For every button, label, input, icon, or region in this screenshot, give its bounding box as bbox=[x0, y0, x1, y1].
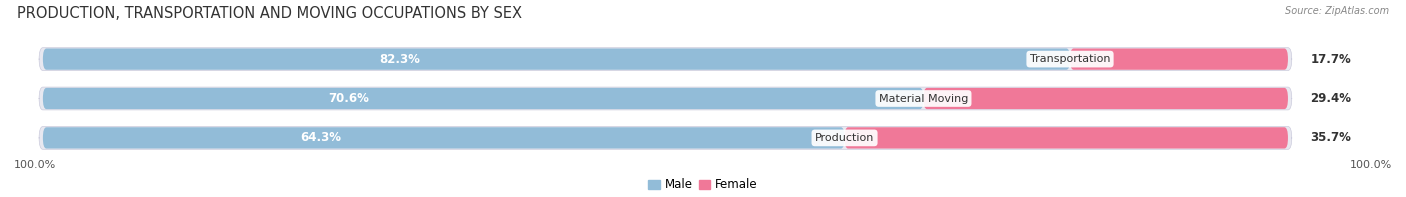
Text: Source: ZipAtlas.com: Source: ZipAtlas.com bbox=[1285, 6, 1389, 16]
Text: 17.7%: 17.7% bbox=[1310, 53, 1351, 66]
FancyBboxPatch shape bbox=[845, 127, 1288, 149]
FancyBboxPatch shape bbox=[1070, 48, 1288, 70]
FancyBboxPatch shape bbox=[42, 88, 924, 109]
FancyBboxPatch shape bbox=[924, 88, 1288, 109]
Text: Production: Production bbox=[815, 133, 875, 143]
Text: 100.0%: 100.0% bbox=[14, 160, 56, 170]
Text: PRODUCTION, TRANSPORTATION AND MOVING OCCUPATIONS BY SEX: PRODUCTION, TRANSPORTATION AND MOVING OC… bbox=[17, 6, 522, 21]
Text: 100.0%: 100.0% bbox=[1350, 160, 1392, 170]
Text: 70.6%: 70.6% bbox=[328, 92, 368, 105]
Text: Transportation: Transportation bbox=[1029, 54, 1111, 64]
FancyBboxPatch shape bbox=[42, 127, 845, 149]
Text: 29.4%: 29.4% bbox=[1310, 92, 1351, 105]
Text: 35.7%: 35.7% bbox=[1310, 131, 1351, 144]
Text: Material Moving: Material Moving bbox=[879, 94, 969, 103]
FancyBboxPatch shape bbox=[39, 126, 1292, 149]
Text: 82.3%: 82.3% bbox=[380, 53, 420, 66]
Text: 64.3%: 64.3% bbox=[301, 131, 342, 144]
FancyBboxPatch shape bbox=[39, 87, 1292, 110]
FancyBboxPatch shape bbox=[39, 48, 1292, 71]
FancyBboxPatch shape bbox=[42, 48, 1070, 70]
Legend: Male, Female: Male, Female bbox=[644, 174, 762, 196]
